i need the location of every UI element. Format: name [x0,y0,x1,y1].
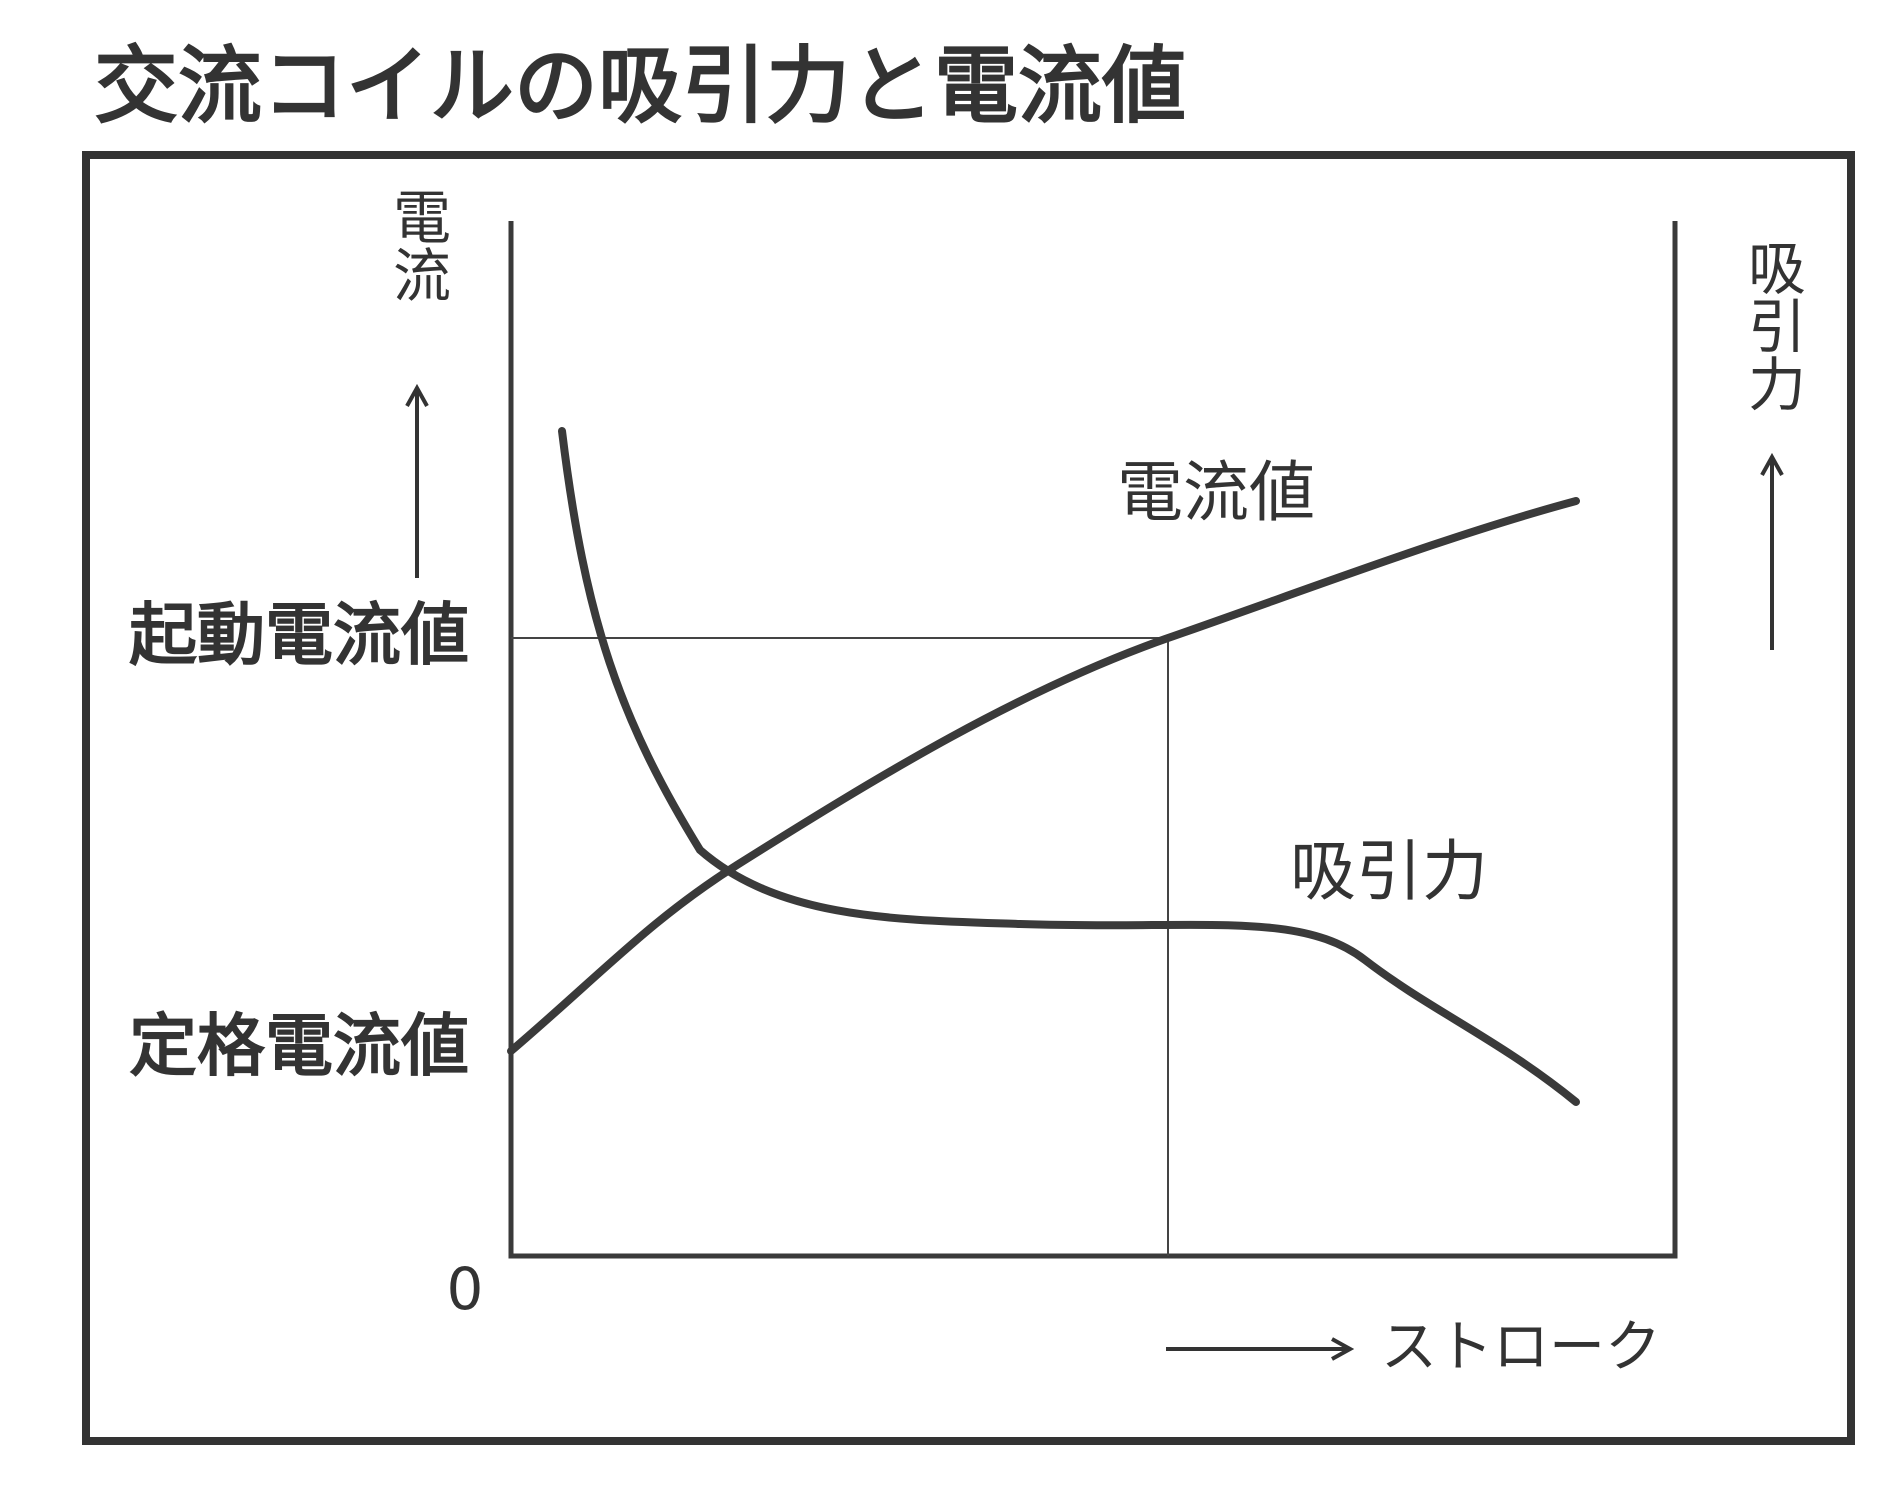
left-axis-label-1: 電流 [383,187,451,303]
guide-lines [511,637,1169,1256]
current-curve [507,497,1580,1055]
rated-current-label: 定格電流値 [129,1008,469,1087]
frame [82,151,1855,1445]
starting-current-label: 起動電流値 [129,597,469,676]
force-curve-label: 吸引力 [1290,833,1488,910]
x-axis-label: ストローク [1381,1315,1661,1380]
force-curve [558,427,1580,1106]
title: 交流コイルの吸引力と電流値 [94,37,1186,135]
origin-label: 0 [447,1255,484,1323]
right-axis-label: 吸引力 [1738,238,1806,412]
axes [508,221,1678,1259]
current-curve-label: 電流値 [1117,454,1315,531]
